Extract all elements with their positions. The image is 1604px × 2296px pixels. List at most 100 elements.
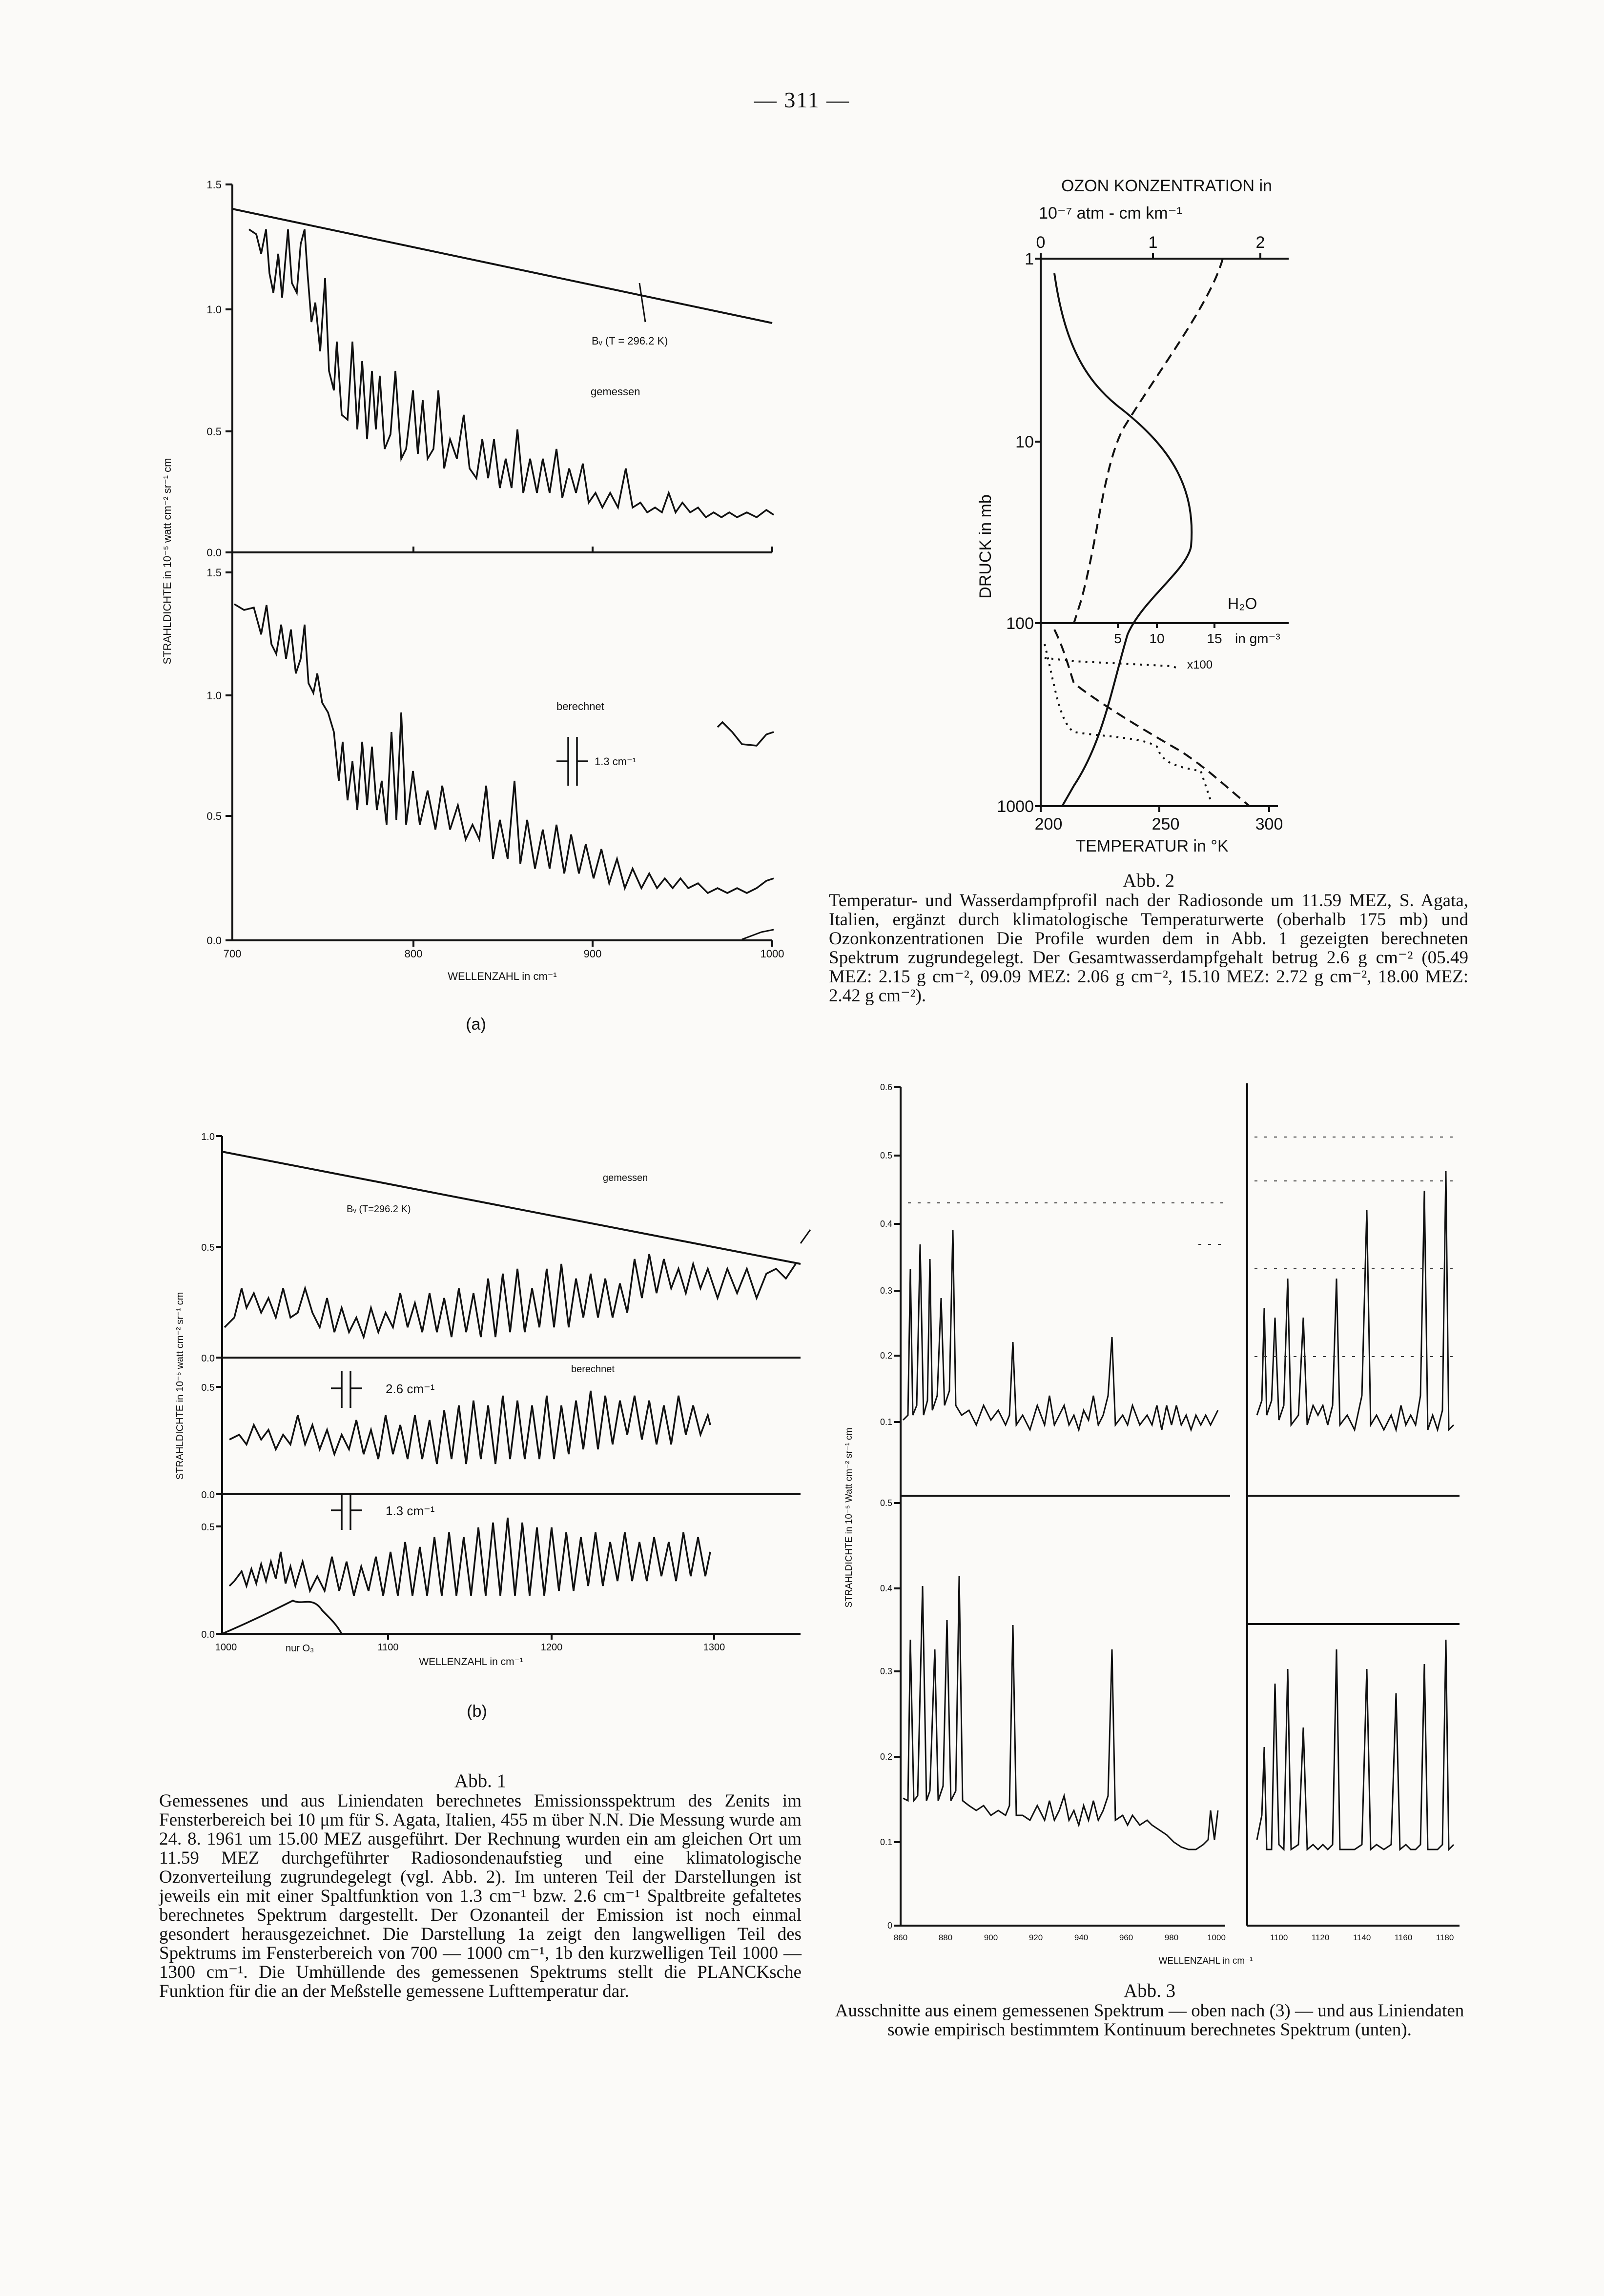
fig1b-ozone-curve [222, 1600, 343, 1635]
fig1b-measured-curve [224, 1254, 797, 1340]
fig3-computed-left-curve [903, 1576, 1219, 1850]
fig1b-slit-13-label: 1.3 cm⁻¹ [386, 1504, 435, 1518]
fig2-h2o-tick: 10 [1149, 631, 1164, 646]
fig2-top-tick: 1 [1149, 233, 1158, 252]
fig1b-ytick: 0.5 [201, 1522, 215, 1533]
fig3-xtick: 1120 [1312, 1933, 1330, 1942]
fig3-xtick: 980 [1165, 1933, 1178, 1942]
fig3-xtick: 860 [894, 1933, 907, 1942]
fig1a-xtick: 800 [405, 948, 423, 960]
fig2-h2o-dotted-curve [1044, 657, 1179, 670]
figure-1-caption-text: Gemessenes und aus Liniendaten berechnet… [159, 1791, 802, 2001]
page-number: — 311 — [754, 87, 850, 112]
fig1b-xtick: 1000 [215, 1642, 237, 1653]
fig3-ytick: 0.1 [880, 1417, 892, 1427]
fig3-ytick: 0.1 [880, 1837, 892, 1847]
fig1a-ylabel: STRAHLDICHTE in 10⁻⁵ watt cm⁻² sr⁻¹ cm [161, 458, 173, 665]
fig1b-ytick: 0.0 [201, 1629, 215, 1640]
fig3-xtick: 1180 [1436, 1933, 1454, 1942]
fig3-xlabel: WELLENZAHL in cm⁻¹ [1158, 1956, 1253, 1966]
fig2-ozone-curve [1073, 258, 1224, 624]
figure-3: 0.6 0.5 0.4 0.3 0.2 0.1 0.5 0.4 0.3 0.2 … [844, 1082, 1460, 1966]
fig1b-xtick: 1300 [703, 1642, 725, 1653]
figure-1-caption-title: Abb. 1 [454, 1770, 507, 1791]
fig3-xtick: 1000 [1207, 1933, 1226, 1942]
fig3-ytick: 0.6 [880, 1082, 892, 1092]
fig2-h2o-unit: in gm⁻³ [1235, 631, 1280, 646]
fig1b-ozone-label: nur O₃ [286, 1643, 314, 1654]
fig2-top-tick: 0 [1036, 233, 1046, 252]
fig1a-panel-label: (a) [466, 1015, 486, 1034]
fig1a-ytick: 1.0 [206, 690, 222, 702]
fig3-xtick: 920 [1029, 1933, 1043, 1942]
fig3-xtick: 960 [1119, 1933, 1133, 1942]
fig3-ytick: 0 [887, 1921, 892, 1930]
figure-2-caption-title: Abb. 2 [1122, 870, 1175, 891]
figure-1a: 1.5 1.0 0.5 0.0 1.5 1.0 0.5 0.0 700 800 … [161, 179, 784, 1034]
fig2-h2o-tick: 5 [1114, 631, 1122, 646]
figure-2-caption: Abb. 2 Temperatur- und Wasserdampfprofil… [829, 871, 1468, 1005]
fig2-top-tick: 2 [1256, 233, 1265, 252]
fig2-h2o-label: H₂O [1228, 595, 1257, 612]
fig1a-ytick: 0.5 [206, 810, 222, 822]
fig3-xtick: 1140 [1353, 1933, 1371, 1942]
fig3-ytick: 0.2 [880, 1752, 892, 1762]
fig1a-measured-label: gemessen [591, 386, 640, 398]
fig1b-ytick: 0.5 [201, 1242, 215, 1253]
fig1b-measured-label: gemessen [603, 1173, 648, 1183]
figure-2-caption-text: Temperatur- und Wasserdampfprofil nach d… [829, 891, 1468, 1006]
figure-1-caption: Abb. 1 Gemessenes und aus Liniendaten be… [159, 1771, 802, 2001]
fig3-measured-right-curve [1256, 1171, 1455, 1433]
fig2-top-axis-title: OZON KONZENTRATION in [1061, 177, 1272, 195]
fig2-xtick: 250 [1152, 815, 1180, 833]
fig2-ytick: 1000 [997, 797, 1034, 816]
fig1b-panel-label: (b) [467, 1702, 487, 1721]
fig3-xtick: 1160 [1395, 1933, 1413, 1942]
fig1a-computed-label: berechnet [556, 700, 604, 712]
figure-3-caption: Abb. 3 Ausschnitte aus einem gemessenen … [830, 1981, 1469, 2039]
fig1b-xtick: 1100 [377, 1642, 398, 1653]
fig1a-xtick: 900 [584, 948, 602, 960]
fig1b-computed-label: berechnet [571, 1364, 615, 1375]
fig2-ytick: 1 [1025, 250, 1034, 268]
fig1a-ytick: 0.5 [206, 426, 222, 438]
fig1b-ytick: 0.5 [201, 1382, 215, 1393]
figure-3-caption-title: Abb. 3 [1123, 1980, 1176, 2001]
fig1b-planck-label: Bᵥ (T=296.2 K) [347, 1204, 411, 1215]
fig1a-ytick: 1.5 [206, 567, 222, 579]
fig2-ylabel: DRUCK in mb [976, 494, 995, 598]
fig3-xtick: 940 [1074, 1933, 1088, 1942]
fig1b-planck-curve [222, 1151, 801, 1265]
fig3-ylabel: STRAHLDICHTE in 10⁻⁵ Watt cm⁻² sr⁻¹ cm [844, 1428, 854, 1608]
fig2-x100-label: x100 [1187, 658, 1213, 671]
fig1b-slit-26-label: 2.6 cm⁻¹ [386, 1382, 435, 1396]
fig1b-ytick: 0.0 [201, 1353, 215, 1364]
fig1a-computed-curve [234, 603, 774, 894]
fig1b-xlabel: WELLENZAHL in cm⁻¹ [419, 1656, 523, 1667]
fig2-xtick: 200 [1035, 815, 1063, 833]
fig3-measured-left-curve [902, 1229, 1219, 1433]
fig1a-planck-curve [232, 208, 773, 324]
figure-3-caption-text: Ausschnitte aus einem gemessenen Spektru… [835, 2001, 1464, 2040]
fig1b-computed-13-curve [228, 1517, 711, 1596]
fig3-ytick: 0.2 [880, 1351, 892, 1361]
fig1a-xtick: 700 [224, 948, 242, 960]
figure-1b: 1.0 0.5 0.0 0.5 0.0 0.5 0.0 1000 1100 12… [175, 1132, 811, 1721]
fig2-xlabel: TEMPERATUR in °K [1075, 837, 1229, 855]
fig3-ytick: 0.4 [880, 1219, 892, 1229]
fig2-ytick: 100 [1006, 614, 1034, 633]
fig1a-slit-label: 1.3 cm⁻¹ [595, 755, 636, 768]
fig2-xtick: 300 [1255, 815, 1283, 833]
fig3-computed-right-curve [1256, 1639, 1455, 1851]
fig3-ytick: 0.5 [880, 1151, 892, 1160]
fig1b-slit-markers [331, 1371, 362, 1530]
fig1b-computed-26-curve [229, 1390, 711, 1464]
fig1a-planck-label: Bᵥ (T = 296.2 K) [592, 335, 668, 347]
fig3-ytick: 0.5 [880, 1498, 892, 1508]
fig1a-xlabel: WELLENZAHL in cm⁻¹ [448, 970, 557, 982]
fig1b-ytick: 1.0 [201, 1132, 215, 1142]
fig1a-xtick: 1000 [761, 948, 784, 960]
fig1b-ytick: 0.0 [201, 1490, 215, 1501]
fig3-ytick: 0.3 [880, 1666, 892, 1676]
fig1a-ytick: 0.0 [206, 547, 222, 559]
